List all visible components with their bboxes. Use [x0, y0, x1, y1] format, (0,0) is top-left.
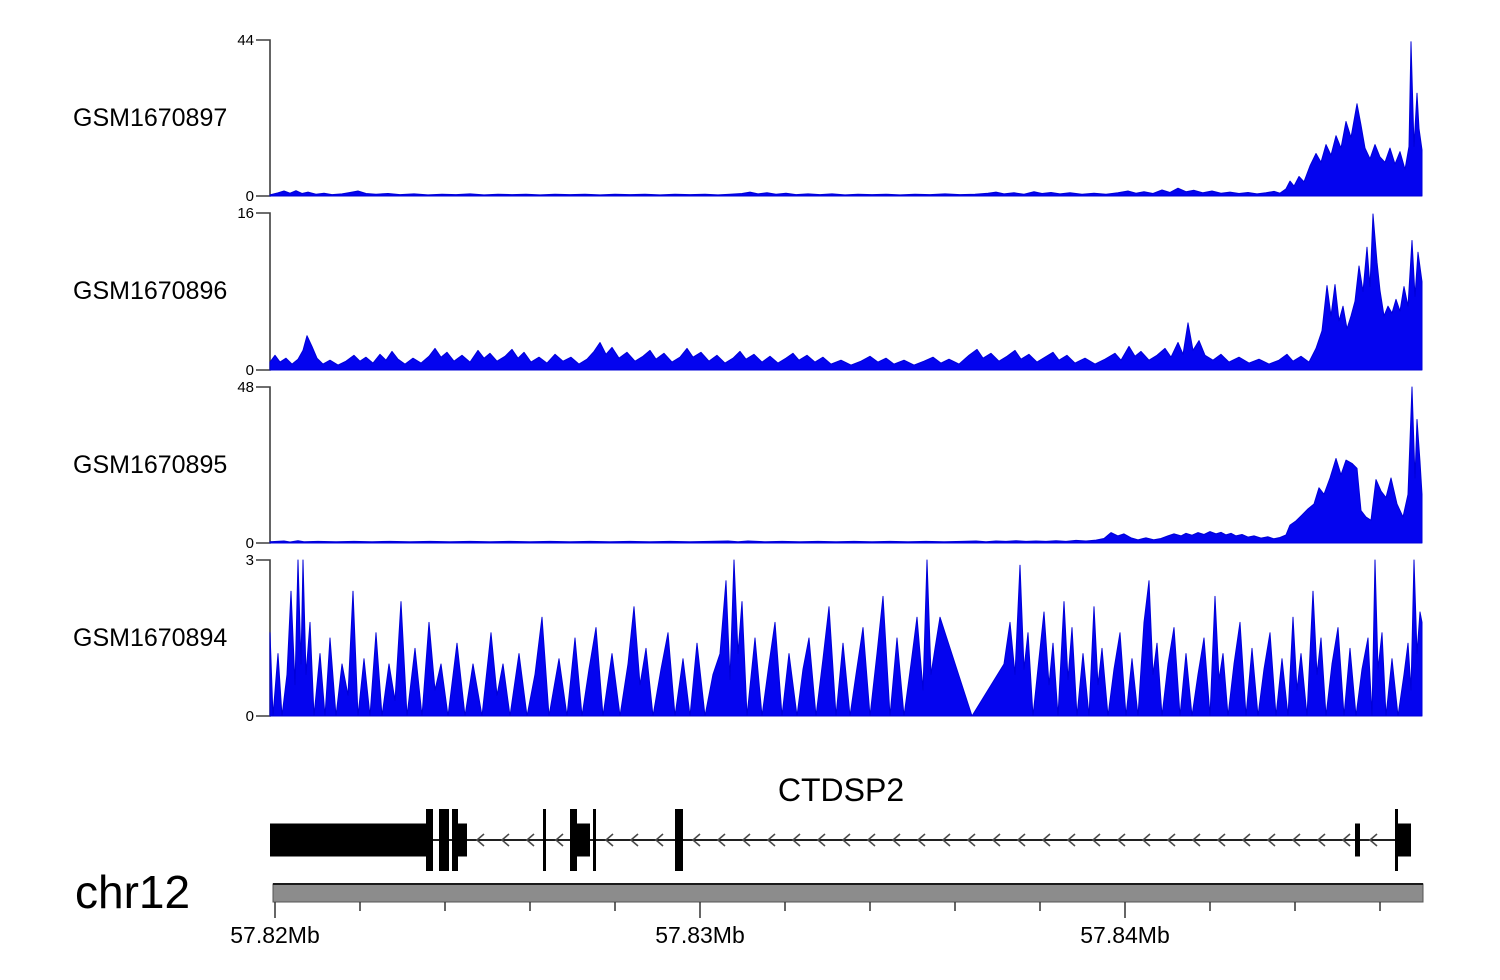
y-max-label-2: 16 — [237, 205, 254, 222]
gene-exon-cds — [675, 809, 683, 871]
coverage-area — [269, 41, 1423, 197]
y-min-label-1: 0 — [246, 188, 254, 205]
strand-arrow-left-icon — [1291, 833, 1301, 847]
coverage-area — [269, 559, 1423, 717]
strand-arrow-left-icon — [475, 833, 485, 847]
strand-arrow-left-icon — [1166, 833, 1176, 847]
strand-arrow-left-icon — [866, 833, 876, 847]
strand-arrow-left-icon — [766, 833, 776, 847]
y-axis — [256, 386, 271, 544]
gene-exon-utr — [458, 823, 467, 857]
gene-exon-cds — [593, 809, 596, 871]
coverage-tracks — [256, 39, 1423, 717]
y-axis — [256, 212, 271, 371]
strand-arrow-left-icon — [1116, 833, 1126, 847]
gene-exon-cds — [452, 809, 458, 871]
strand-arrow-left-icon — [554, 833, 564, 847]
track-label-1: GSM1670897 — [73, 104, 227, 132]
axis-tick-label: 57.83Mb — [655, 922, 745, 948]
y-axis-value-labels: 44 0 16 0 48 0 3 0 — [237, 32, 254, 725]
track-label-2: GSM1670896 — [73, 277, 227, 305]
track-label-3: GSM1670895 — [73, 451, 227, 479]
strand-arrow-left-icon — [1091, 833, 1101, 847]
track-labels: GSM1670897 GSM1670896 GSM1670895 GSM1670… — [73, 104, 227, 652]
strand-arrow-left-icon — [816, 833, 826, 847]
strand-arrow-left-icon — [1266, 833, 1276, 847]
strand-arrow-left-icon — [691, 833, 701, 847]
strand-arrow-left-icon — [654, 833, 664, 847]
strand-arrow-left-icon — [1241, 833, 1251, 847]
y-max-label-4: 3 — [246, 552, 254, 569]
strand-arrow-left-icon — [1341, 833, 1351, 847]
strand-arrow-left-icon — [841, 833, 851, 847]
strand-arrow-left-icon — [525, 833, 535, 847]
gene-name-label: CTDSP2 — [778, 772, 904, 808]
strand-arrow-left-icon — [941, 833, 951, 847]
y-max-label-3: 48 — [237, 379, 254, 396]
strand-arrow-left-icon — [791, 833, 801, 847]
strand-arrow-left-icon — [1191, 833, 1201, 847]
gene-model — [270, 809, 1411, 871]
strand-arrow-left-icon — [1141, 833, 1151, 847]
strand-arrow-left-icon — [716, 833, 726, 847]
chromosome-label: chr12 — [75, 866, 190, 918]
strand-arrow-left-icon — [1066, 833, 1076, 847]
coverage-area — [269, 386, 1423, 544]
coverage-track-GSM1670896 — [256, 212, 1423, 371]
y-max-label-1: 44 — [237, 32, 254, 49]
strand-arrow-left-icon — [916, 833, 926, 847]
gene-exon-utr — [577, 823, 590, 857]
track-label-4: GSM1670894 — [73, 624, 227, 652]
strand-arrow-left-icon — [741, 833, 751, 847]
strand-arrow-left-icon — [966, 833, 976, 847]
strand-arrow-left-icon — [991, 833, 1001, 847]
gene-exon-cds — [426, 809, 433, 871]
y-min-label-4: 0 — [246, 708, 254, 725]
coverage-track-GSM1670897 — [256, 39, 1423, 197]
chromosome-ruler: 57.82Mb 57.83Mb 57.84Mb — [230, 883, 1424, 948]
y-min-label-2: 0 — [246, 362, 254, 379]
strand-arrow-left-icon — [1216, 833, 1226, 847]
coverage-track-GSM1670895 — [256, 386, 1423, 544]
strand-arrow-left-icon — [500, 833, 510, 847]
y-axis — [256, 39, 271, 197]
gene-exon-cds — [570, 809, 577, 871]
strand-arrow-left-icon — [1316, 833, 1326, 847]
gene-exon-utr — [270, 823, 427, 857]
gene-exon-cds — [543, 809, 546, 871]
strand-arrow-left-icon — [1016, 833, 1026, 847]
gene-exon-utr — [1355, 823, 1360, 857]
strand-arrow-left-icon — [1368, 833, 1378, 847]
strand-arrow-left-icon — [891, 833, 901, 847]
strand-arrow-left-icon — [1041, 833, 1051, 847]
strand-arrow-left-icon — [604, 833, 614, 847]
chromosome-bar — [272, 883, 1424, 903]
gene-exon-utr — [1398, 823, 1411, 857]
axis-tick-label: 57.84Mb — [1080, 922, 1170, 948]
gene-exon-cds — [1395, 809, 1398, 871]
axis-tick-label: 57.82Mb — [230, 922, 320, 948]
strand-arrow-left-icon — [629, 833, 639, 847]
coverage-area — [269, 213, 1423, 371]
y-axis — [256, 559, 271, 717]
coverage-track-GSM1670894 — [256, 559, 1423, 717]
gene-exon-cds — [439, 809, 449, 871]
y-min-label-3: 0 — [246, 535, 254, 552]
